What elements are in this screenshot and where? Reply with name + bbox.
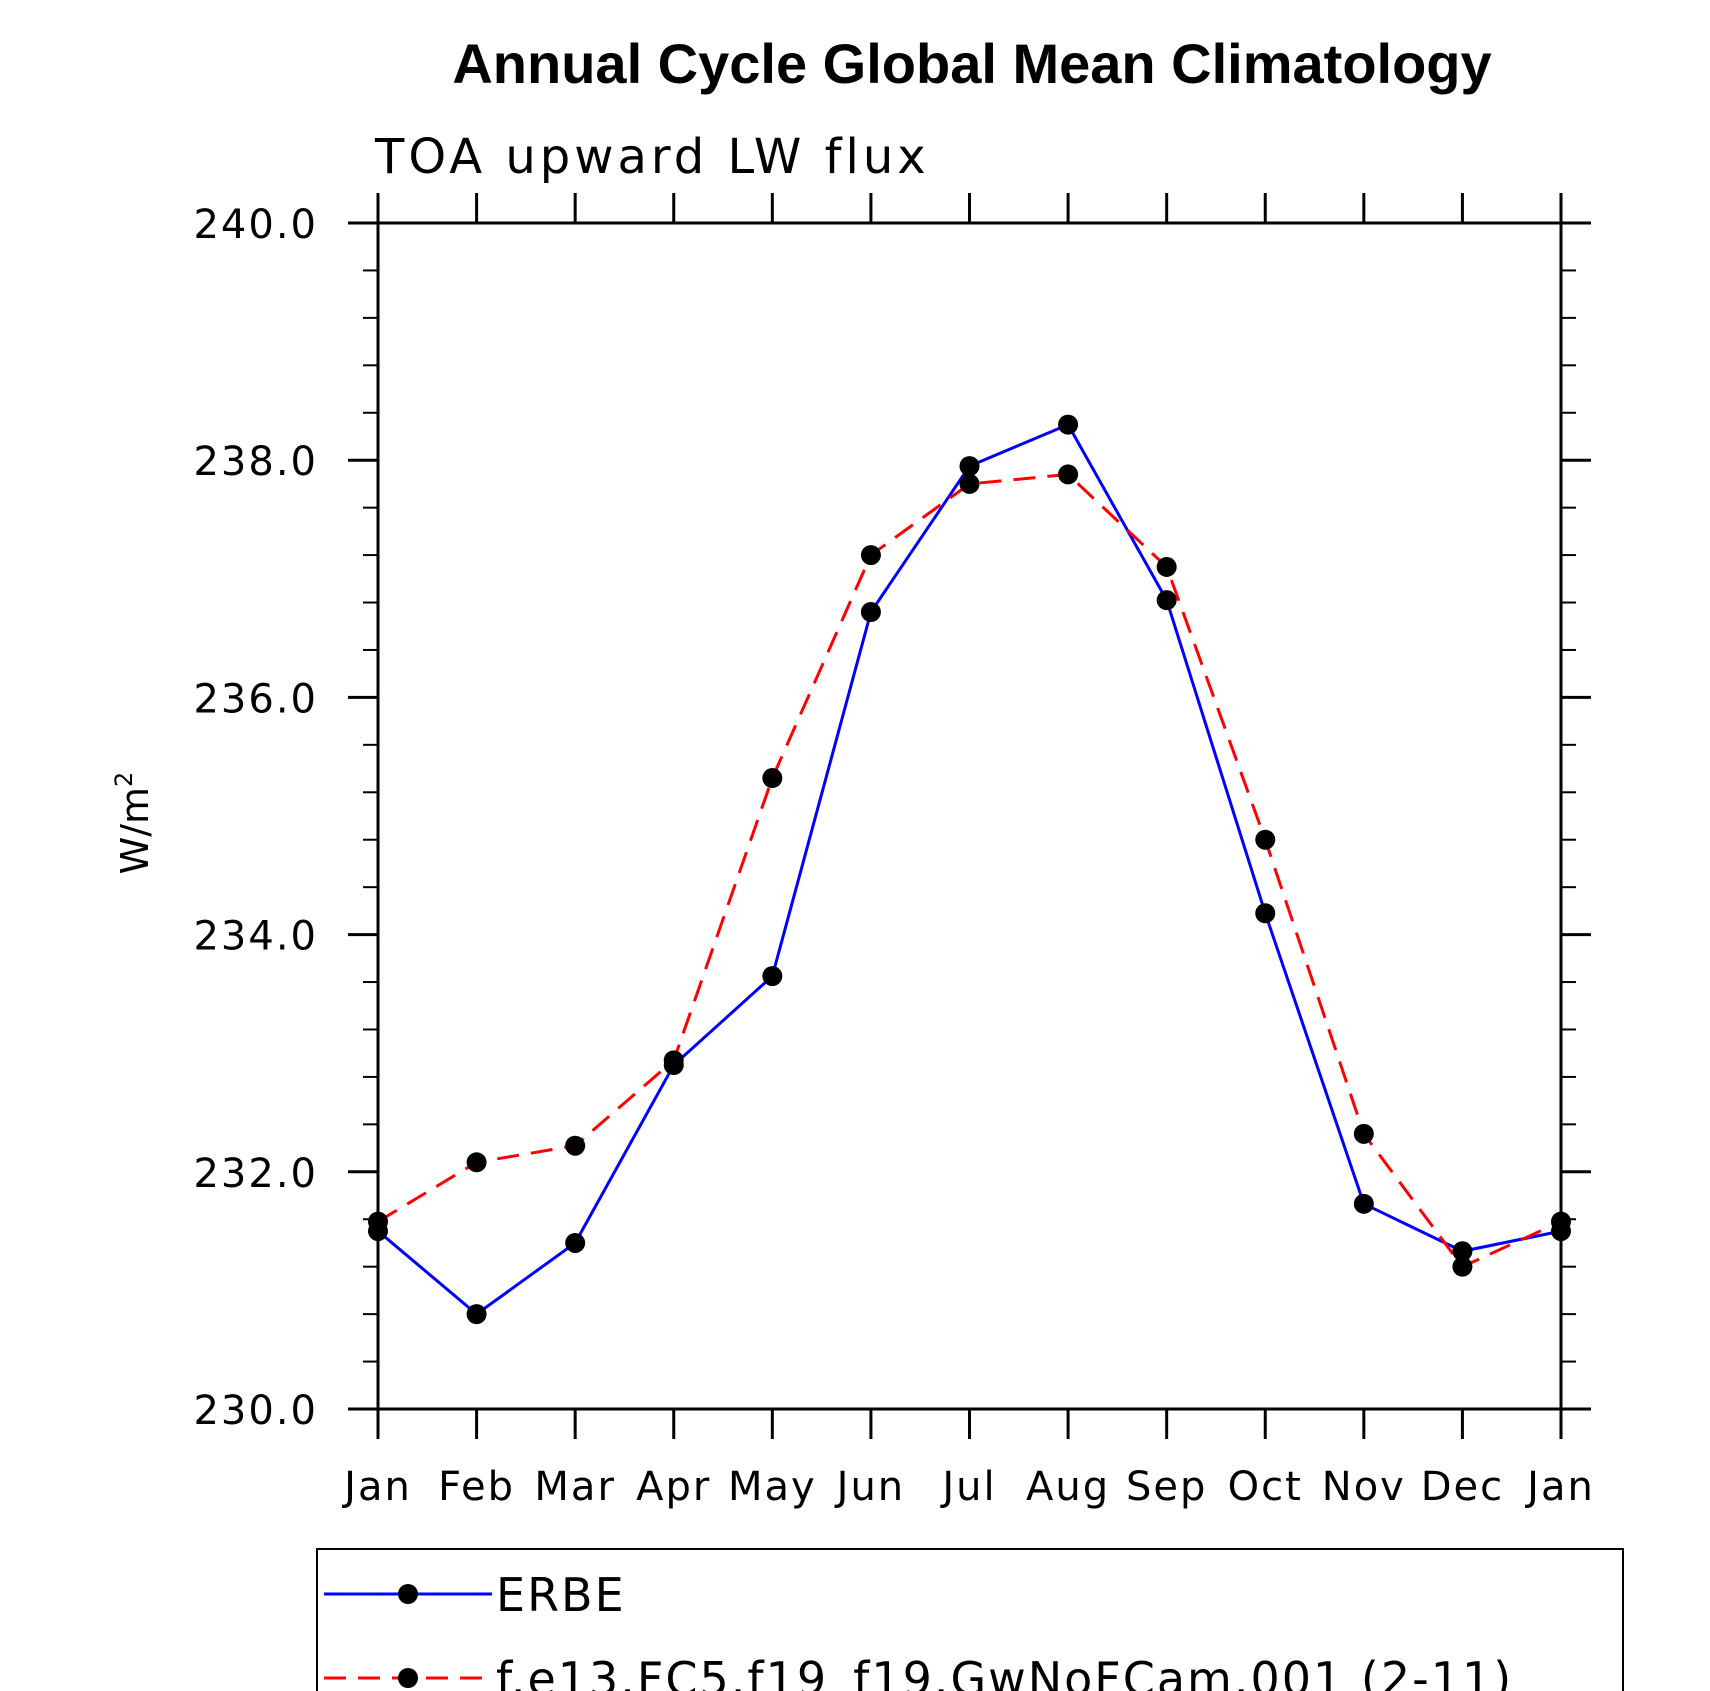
series-1-point — [565, 1135, 586, 1156]
x-tick-label: Aug — [1026, 1464, 1110, 1510]
y-tick-label: 230.0 — [193, 1388, 318, 1434]
legend-marker-0 — [398, 1584, 418, 1604]
legend-items: ERBE f.e13.FC5.f19_f19.GwNoFCam.001 (2-11… — [324, 1568, 1513, 1691]
series-0-point — [860, 602, 881, 623]
y-axis-label: W/m2 — [110, 772, 157, 875]
legend: ERBE f.e13.FC5.f19_f19.GwNoFCam.001 (2-11… — [316, 1548, 1624, 1691]
series-1-point — [762, 768, 783, 789]
series-0-point — [762, 966, 783, 987]
series-1-point — [1156, 556, 1177, 577]
series-0-point — [1058, 414, 1079, 435]
y-tick-label: 238.0 — [193, 439, 318, 485]
series-1-point — [466, 1152, 487, 1173]
x-axis: Jan Feb Mar Apr May Jun Jul Aug Sep Oct Nov Dec Jan — [341, 193, 1595, 1510]
legend-marker-1 — [398, 1668, 418, 1688]
x-tick-label: Nov — [1322, 1464, 1406, 1510]
y-axis-label-base: W/m — [113, 787, 157, 874]
plot-frame — [376, 221, 1563, 1411]
series-0-point — [959, 456, 980, 477]
x-tick-label: Jun — [834, 1464, 906, 1510]
x-tick-label: Feb — [438, 1464, 515, 1510]
x-tick-label: Jul — [939, 1464, 996, 1510]
series-line-1 — [377, 472, 1562, 1269]
x-tick-label: Sep — [1126, 1464, 1207, 1510]
series-line-0 — [377, 422, 1562, 1317]
series-0-point — [565, 1232, 586, 1253]
chart-subtitle: TOA upward LW flux — [374, 129, 930, 185]
x-tick-label: Dec — [1421, 1464, 1504, 1510]
series-layer — [368, 414, 1571, 1325]
series-1-point — [1058, 464, 1079, 485]
x-tick-label: Jan — [341, 1464, 412, 1510]
x-tick-label: May — [728, 1464, 817, 1510]
series-0-point — [1255, 903, 1276, 924]
series-1-point — [1255, 829, 1276, 850]
chart-title: Annual Cycle Global Mean Climatology — [452, 32, 1491, 95]
series-0-point — [1353, 1193, 1374, 1214]
x-tick-label: Jan — [1524, 1464, 1595, 1510]
x-tick-label: Oct — [1228, 1464, 1303, 1510]
series-1-point — [1353, 1123, 1374, 1144]
x-tick-label: Mar — [534, 1464, 615, 1510]
y-axis: 230.0 232.0 234.0 236.0 238.0 240.0 — [193, 202, 1591, 1434]
series-1-point — [959, 473, 980, 494]
series-1-point — [1452, 1256, 1473, 1277]
legend-label-0: ERBE — [496, 1568, 626, 1622]
series-1-point — [663, 1050, 684, 1071]
y-axis-label-superscript: 2 — [110, 772, 138, 787]
x-tick-label: Apr — [636, 1464, 711, 1510]
series-0-point — [466, 1304, 487, 1325]
legend-label-1: f.e13.FC5.f19_f19.GwNoFCam.001 (2-11) — [496, 1652, 1513, 1691]
y-tick-label: 234.0 — [193, 914, 318, 960]
legend-box — [316, 1548, 1624, 1691]
y-tick-label: 232.0 — [193, 1151, 318, 1197]
series-0-point — [1156, 590, 1177, 611]
y-tick-label: 236.0 — [193, 676, 318, 722]
series-0-point — [1452, 1241, 1473, 1262]
y-tick-label: 240.0 — [193, 202, 318, 248]
series-1-point — [860, 545, 881, 566]
